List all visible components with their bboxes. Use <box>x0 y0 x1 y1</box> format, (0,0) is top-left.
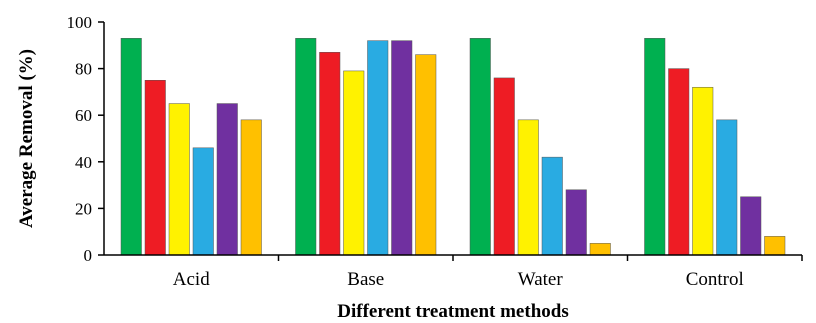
bar-water-2 <box>493 77 515 256</box>
bar-control-2 <box>668 68 690 256</box>
bar-water-6 <box>589 243 611 256</box>
bar-base-3 <box>343 70 365 256</box>
y-tick-label: 20 <box>75 199 92 218</box>
y-tick-label: 60 <box>75 106 92 125</box>
x-tick-label: Acid <box>173 269 210 290</box>
y-axis-ticks: 0 20 40 60 80 100 <box>67 13 104 265</box>
x-tick-label: Control <box>686 269 744 290</box>
bar-acid-6 <box>240 119 262 256</box>
bar-water-4 <box>541 156 563 256</box>
y-axis-title: Average Removal (%) <box>16 49 37 228</box>
bar-control-1 <box>644 38 666 256</box>
bar-control-4 <box>716 119 738 256</box>
bar-base-4 <box>367 40 389 256</box>
bar-water-5 <box>565 189 587 256</box>
bar-control-6 <box>764 236 786 256</box>
bar-acid-3 <box>168 103 190 256</box>
x-tick-label: Base <box>347 269 384 290</box>
bar-water-1 <box>469 38 491 256</box>
bar-acid-1 <box>120 38 142 256</box>
bar-control-3 <box>692 86 714 256</box>
x-axis-title: Different treatment methods <box>337 301 568 322</box>
bar-base-6 <box>415 54 437 256</box>
bar-base-5 <box>391 40 413 256</box>
y-tick-label: 40 <box>75 153 92 172</box>
x-axis-ticks: Acid Base Water Control <box>173 255 803 290</box>
y-tick-label: 0 <box>84 246 93 265</box>
y-tick-label: 80 <box>75 60 92 79</box>
bar-acid-4 <box>192 147 214 256</box>
bar-acid-2 <box>144 80 166 256</box>
bar-group <box>120 38 786 256</box>
bar-base-1 <box>295 38 317 256</box>
bar-acid-5 <box>216 103 238 256</box>
bar-water-3 <box>517 119 539 256</box>
y-tick-label: 100 <box>67 13 93 32</box>
bar-base-2 <box>319 52 341 256</box>
bar-control-5 <box>740 196 762 256</box>
x-tick-label: Water <box>518 269 564 290</box>
